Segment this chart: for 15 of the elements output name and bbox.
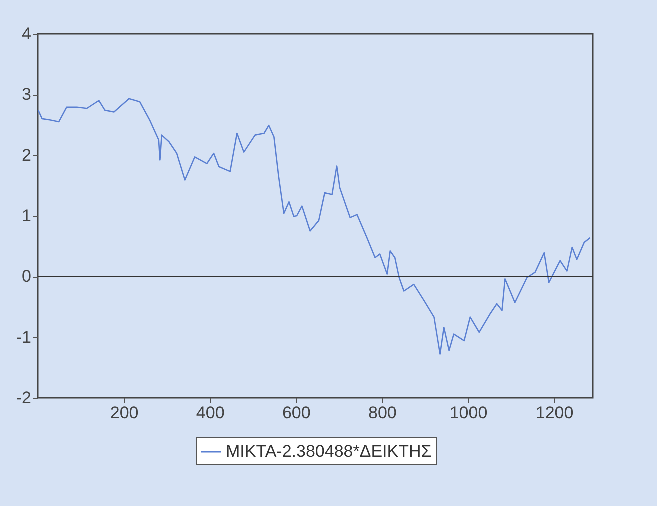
y-tick-label: 2 bbox=[22, 146, 32, 165]
y-tick-label: -2 bbox=[16, 388, 32, 408]
y-tick-label: 1 bbox=[22, 206, 32, 226]
x-tick-label: 800 bbox=[368, 404, 397, 422]
x-tick-label: 200 bbox=[110, 404, 139, 422]
y-tick-label: -1 bbox=[16, 328, 32, 347]
x-tick-label: 600 bbox=[282, 404, 311, 422]
x-tick-label: 400 bbox=[196, 404, 225, 422]
legend-label: ΜΙΚΤΑ-2.380488*ΔΕΙΚΤΗΣ bbox=[226, 442, 432, 461]
y-tick-label: 0 bbox=[22, 267, 32, 286]
x-tick-label: 1000 bbox=[450, 404, 488, 422]
y-tick-label: 3 bbox=[22, 85, 32, 104]
x-tick-label: 1200 bbox=[536, 404, 574, 422]
line-series bbox=[38, 98, 592, 355]
y-tick-label: 4 bbox=[22, 24, 32, 44]
